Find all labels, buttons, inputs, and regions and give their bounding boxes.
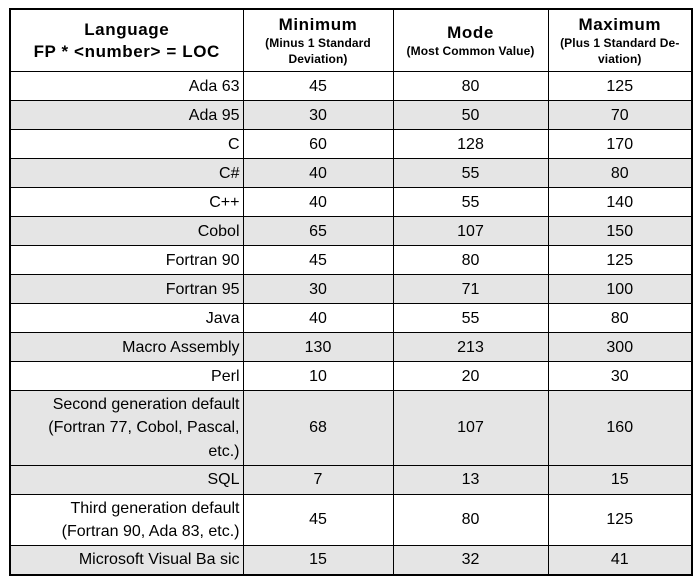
language-cell: SQL [9, 464, 244, 495]
table-body: Ada 63 45 80 125 Ada 95 30 50 70 C 60 12… [9, 71, 693, 576]
language-cell: Macro Assembly [9, 332, 244, 363]
header-cell-mode: Mode (Most Common Value) [392, 8, 549, 73]
maximum-cell: 150 [547, 216, 693, 247]
maximum-cell: 80 [547, 158, 693, 189]
minimum-cell: 40 [242, 158, 394, 189]
table-row: Cobol 65 107 150 [9, 216, 693, 247]
mode-cell: 80 [392, 493, 549, 547]
language-cell: C++ [9, 187, 244, 218]
mode-cell: 55 [392, 303, 549, 334]
mode-cell: 13 [392, 464, 549, 495]
maximum-cell: 15 [547, 464, 693, 495]
minimum-cell: 45 [242, 245, 394, 276]
minimum-cell: 10 [242, 361, 394, 392]
maximum-cell: 140 [547, 187, 693, 218]
table-row: Third generation default (Fortran 90, Ad… [9, 493, 693, 547]
minimum-header-title: Minimum [278, 15, 358, 34]
table-row: C++ 40 55 140 [9, 187, 693, 218]
language-cell: Third generation default (Fortran 90, Ad… [9, 493, 244, 547]
header-cell-language: Language FP * <number> = LOC [9, 8, 244, 73]
language-cell: Fortran 95 [9, 274, 244, 305]
minimum-cell: 68 [242, 390, 394, 466]
table-row: C 60 128 170 [9, 129, 693, 160]
table-row: Fortran 95 30 71 100 [9, 274, 693, 305]
maximum-header-title: Maximum [578, 15, 662, 34]
table-row: Ada 95 30 50 70 [9, 100, 693, 131]
minimum-cell: 40 [242, 303, 394, 334]
language-cell: C# [9, 158, 244, 189]
mode-cell: 71 [392, 274, 549, 305]
minimum-header-subtitle: (Minus 1 Standard Deviation) [265, 36, 371, 66]
mode-cell: 107 [392, 216, 549, 247]
maximum-cell: 125 [547, 71, 693, 102]
maximum-cell: 160 [547, 390, 693, 466]
table-row: Second generation default (Fortran 77, C… [9, 390, 693, 466]
maximum-cell: 70 [547, 100, 693, 131]
maximum-cell: 41 [547, 545, 693, 576]
table-row: Microsoft Visual Ba sic 15 32 41 [9, 545, 693, 576]
minimum-cell: 7 [242, 464, 394, 495]
language-cell: Microsoft Visual Ba sic [9, 545, 244, 576]
mode-cell: 20 [392, 361, 549, 392]
maximum-cell: 125 [547, 245, 693, 276]
minimum-cell: 30 [242, 274, 394, 305]
maximum-cell: 30 [547, 361, 693, 392]
header-cell-minimum: Minimum (Minus 1 Standard Deviation) [242, 8, 394, 73]
table-row: Macro Assembly 130 213 300 [9, 332, 693, 363]
mode-cell: 32 [392, 545, 549, 576]
minimum-cell: 130 [242, 332, 394, 363]
minimum-cell: 65 [242, 216, 394, 247]
table-row: Fortran 90 45 80 125 [9, 245, 693, 276]
table-row: Java 40 55 80 [9, 303, 693, 334]
mode-cell: 55 [392, 158, 549, 189]
maximum-cell: 80 [547, 303, 693, 334]
maximum-cell: 100 [547, 274, 693, 305]
language-cell: Ada 95 [9, 100, 244, 131]
fp-loc-conversion-table: Language FP * <number> = LOC Minimum (Mi… [9, 8, 693, 576]
mode-cell: 80 [392, 245, 549, 276]
minimum-cell: 45 [242, 493, 394, 547]
header-cell-maximum: Maximum (Plus 1 Standard De- viation) [547, 8, 693, 73]
minimum-cell: 15 [242, 545, 394, 576]
minimum-cell: 30 [242, 100, 394, 131]
language-cell: C [9, 129, 244, 160]
maximum-header-subtitle: (Plus 1 Standard De- viation) [560, 36, 680, 66]
language-cell: Perl [9, 361, 244, 392]
table-row: C# 40 55 80 [9, 158, 693, 189]
language-cell: Cobol [9, 216, 244, 247]
language-header-title: Language FP * <number> = LOC [33, 19, 220, 61]
maximum-cell: 170 [547, 129, 693, 160]
mode-cell: 80 [392, 71, 549, 102]
language-cell: Ada 63 [9, 71, 244, 102]
language-cell: Java [9, 303, 244, 334]
mode-header-subtitle: (Most Common Value) [406, 43, 535, 58]
minimum-cell: 60 [242, 129, 394, 160]
table-row: Ada 63 45 80 125 [9, 71, 693, 102]
mode-header-title: Mode [447, 22, 494, 42]
maximum-cell: 125 [547, 493, 693, 547]
maximum-cell: 300 [547, 332, 693, 363]
minimum-cell: 45 [242, 71, 394, 102]
minimum-cell: 40 [242, 187, 394, 218]
language-cell: Second generation default (Fortran 77, C… [9, 390, 244, 466]
mode-cell: 50 [392, 100, 549, 131]
table-row: SQL 7 13 15 [9, 464, 693, 495]
table-header: Language FP * <number> = LOC Minimum (Mi… [9, 8, 693, 73]
mode-cell: 213 [392, 332, 549, 363]
language-cell: Fortran 90 [9, 245, 244, 276]
mode-cell: 128 [392, 129, 549, 160]
mode-cell: 107 [392, 390, 549, 466]
header-row: Language FP * <number> = LOC Minimum (Mi… [9, 8, 693, 73]
mode-cell: 55 [392, 187, 549, 218]
table-row: Perl 10 20 30 [9, 361, 693, 392]
